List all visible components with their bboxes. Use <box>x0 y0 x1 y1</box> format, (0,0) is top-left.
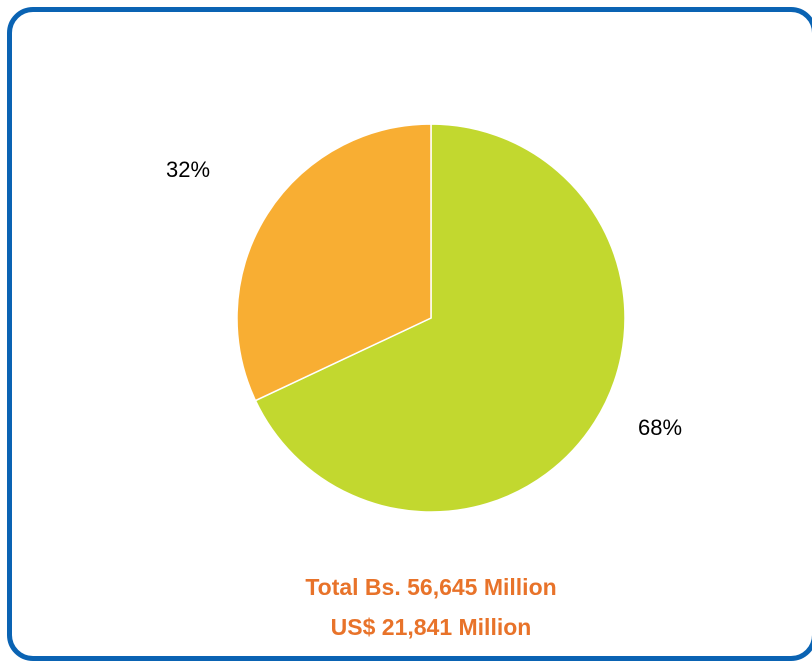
total-usd: US$ 21,841 Million <box>330 614 532 640</box>
pie-slice-68-percent <box>254 123 626 513</box>
pie-slice-32-percent <box>236 123 432 402</box>
slice-label-32-percent: 32% <box>166 157 211 182</box>
total-bolivianos: Total Bs. 56,645 Million <box>305 574 557 600</box>
slice-label-68-percent: 68% <box>638 415 683 440</box>
